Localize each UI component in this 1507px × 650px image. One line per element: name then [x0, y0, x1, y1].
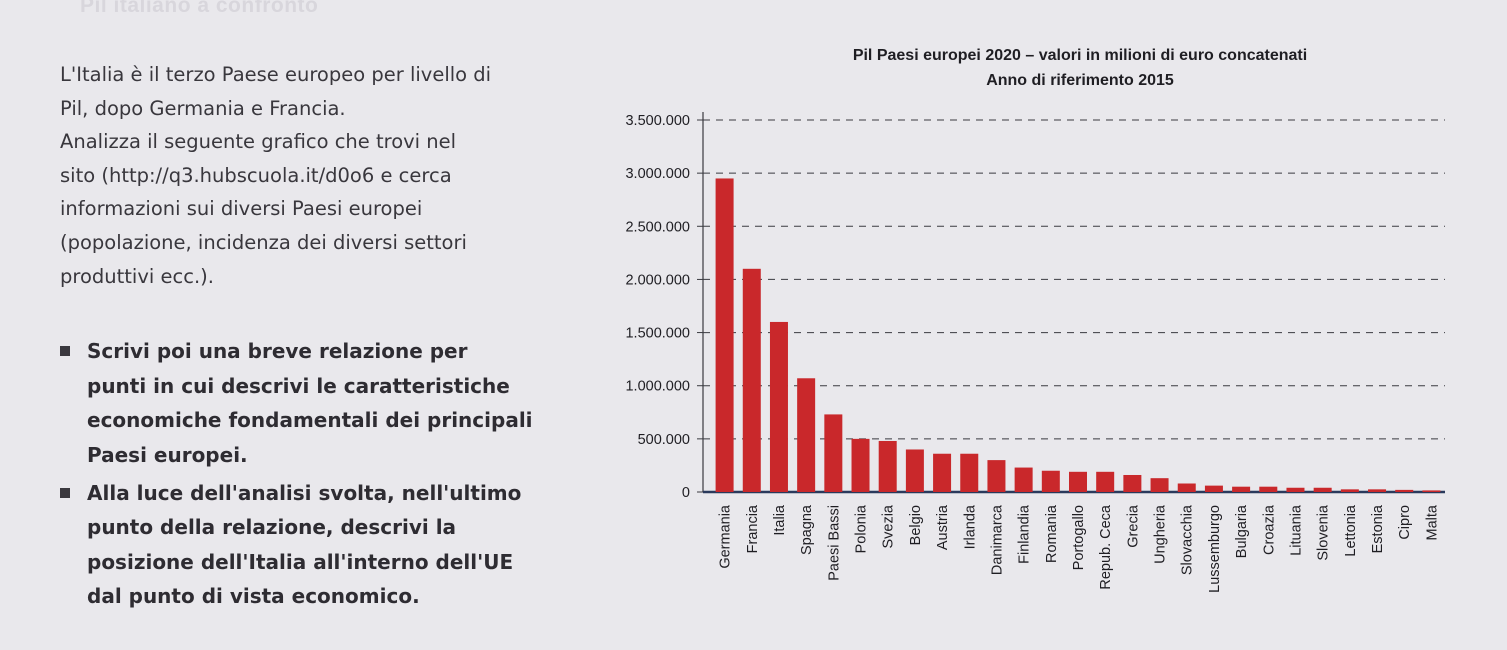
task-bullet-2-text: Alla luce dell'analisi svolta, nell'ulti… [87, 476, 590, 614]
intro-line: (popolazione, incidenza dei diversi sett… [60, 230, 467, 254]
bar-francia [742, 268, 761, 492]
intro-line: Analizza il seguente grafico che trovi n… [60, 130, 457, 154]
intro-line: informazioni sui diversi Paesi europei [60, 197, 423, 221]
bar-cipro [1395, 489, 1414, 492]
bar-grecia [1123, 474, 1142, 492]
x-tick-label: Slovenia [1316, 504, 1332, 561]
x-tick-label: Bulgaria [1234, 504, 1250, 558]
x-tick-label: Germania [718, 504, 734, 569]
task-bullet-2: Alla luce dell'analisi svolta, nell'ulti… [60, 476, 590, 614]
bullet-line: economiche fondamentali dei principali [87, 408, 533, 433]
bullet-line: Scrivi poi una breve relazione per [87, 339, 468, 364]
x-tick-label: Polonia [854, 504, 870, 553]
bar-italia [769, 321, 788, 492]
bar-danimarca [987, 460, 1006, 492]
x-tick-label: Lituania [1288, 504, 1304, 556]
x-tick-label: Slovacchia [1180, 504, 1196, 575]
bar-irlanda [960, 453, 979, 492]
square-bullet-icon [60, 346, 70, 357]
bar-repub-ceca [1096, 471, 1115, 492]
section-header: Pil italiano a confronto [80, 0, 319, 17]
x-tick-label: Danimarca [989, 504, 1005, 575]
bullet-line: posizione dell'Italia all'interno dell'U… [87, 549, 514, 574]
bar-lettonia [1340, 489, 1359, 492]
bar-croazia [1259, 486, 1278, 492]
bullet-line: Paesi europei. [87, 442, 248, 467]
x-tick-label: Malta [1424, 504, 1440, 540]
bar-malta [1422, 490, 1441, 492]
x-tick-label: Cipro [1397, 505, 1413, 540]
x-tick-label: Italia [772, 504, 788, 536]
bar-polonia [851, 438, 870, 492]
bar-slovacchia [1177, 483, 1196, 492]
square-bullet-icon [60, 487, 70, 498]
x-tick-label: Ungheria [1153, 504, 1169, 564]
y-tick-label: 3.500.000 [625, 113, 690, 129]
x-tick-label: Belgio [908, 505, 924, 545]
bar-lussemburgo [1204, 485, 1223, 492]
x-tick-label: Estonia [1370, 504, 1386, 553]
intro-line: Pil, dopo Germania e Francia. [60, 96, 346, 120]
bar-estonia [1368, 489, 1387, 492]
bar-ungheria [1150, 478, 1169, 492]
y-tick-label: 2.000.000 [625, 272, 690, 288]
chart-title: Pil Paesi europei 2020 – valori in milio… [852, 47, 1308, 64]
bar-paesi-bassi [824, 414, 843, 492]
intro-line: sito (http://q3.hubscuola.it/d0o6 e cerc… [60, 163, 452, 187]
x-tick-label: Portogallo [1071, 505, 1087, 570]
x-tick-label: Spagna [799, 504, 815, 555]
bullet-line: punti in cui descrivi le caratteristiche [87, 373, 510, 398]
x-tick-label: Paesi Bassi [826, 505, 842, 581]
x-tick-label: Croazia [1261, 504, 1277, 555]
y-tick-label: 500.000 [638, 432, 690, 448]
x-tick-label: Romania [1044, 504, 1060, 563]
bar-finlandia [1014, 467, 1033, 492]
x-tick-label: Irlanda [962, 504, 978, 549]
y-tick-label: 1.000.000 [625, 379, 690, 395]
x-tick-label: Repub. Ceca [1098, 504, 1114, 590]
y-tick-label: 0 [682, 485, 690, 501]
task-bullet-1: Scrivi poi una breve relazione per punti … [60, 334, 590, 472]
bar-portogallo [1069, 471, 1087, 492]
bar-svezia [878, 440, 897, 492]
task-bullet-1-text: Scrivi poi una breve relazione per punti … [87, 334, 590, 472]
bar-lituania [1286, 487, 1305, 492]
y-tick-label: 1.500.000 [625, 326, 690, 342]
x-tick-label: Finlandia [1017, 504, 1033, 564]
x-tick-label: Lettonia [1343, 504, 1359, 557]
bar-belgio [905, 449, 924, 492]
bullet-line: punto della relazione, descrivi la [87, 515, 457, 540]
chart-subtitle: Anno di riferimento 2015 [986, 72, 1174, 89]
bullet-line: Alla luce dell'analisi svolta, nell'ulti… [87, 480, 522, 505]
bar-romania [1041, 470, 1060, 492]
bar-germania [715, 178, 734, 492]
bar-spagna [797, 378, 816, 492]
intro-line: L'Italia è il terzo Paese europeo per li… [60, 63, 492, 86]
intro-line: produttivi ecc.). [60, 264, 214, 288]
bar-austria [933, 453, 952, 492]
bar-slovenia [1313, 487, 1332, 492]
intro-paragraph: L'Italia è il terzo Paese europeo per li… [60, 58, 590, 293]
x-tick-label: Svezia [881, 504, 897, 548]
x-tick-label: Austria [935, 504, 951, 550]
x-tick-label: Francia [745, 504, 761, 553]
y-tick-label: 3.000.000 [625, 166, 690, 182]
bullet-line: dal punto di vista economico. [87, 584, 420, 609]
x-tick-label: Grecia [1125, 504, 1141, 548]
instructions-panel: L'Italia è il terzo Paese europeo per li… [60, 58, 590, 614]
x-tick-label: Lussemburgo [1207, 505, 1223, 593]
y-tick-label: 2.500.000 [625, 219, 690, 235]
bar-bulgaria [1232, 486, 1251, 492]
